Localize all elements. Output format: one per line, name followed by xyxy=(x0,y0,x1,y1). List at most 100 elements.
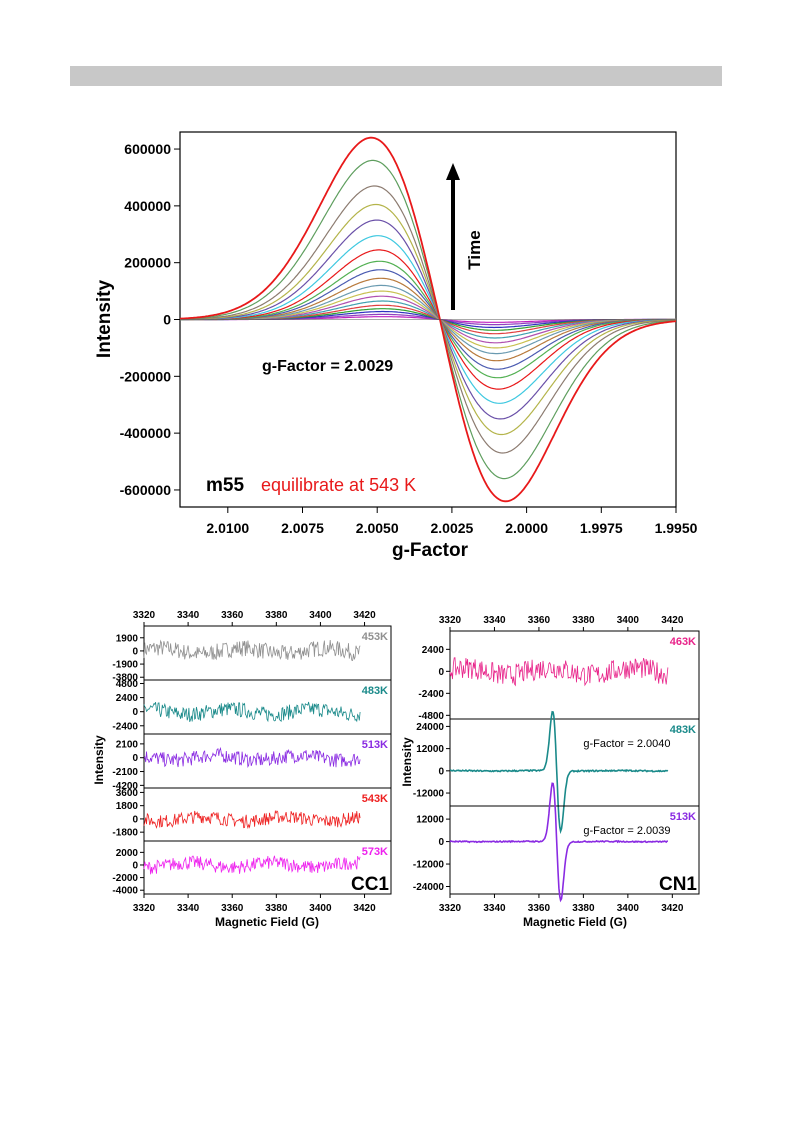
time-arrow-head xyxy=(446,163,460,180)
cc1-x-tick-label: 3420 xyxy=(353,903,376,914)
cn1-y-tick-label: -12000 xyxy=(413,789,445,800)
cc1-y-tick-label: -2000 xyxy=(112,873,138,884)
main-series-line xyxy=(180,203,677,436)
cn1-x-tick-label: 3360 xyxy=(528,903,551,914)
cc1-y-tick-label: -4000 xyxy=(112,886,138,897)
cn1-y-tick-label: 2400 xyxy=(422,645,445,656)
cc1-y-tick-label: 2000 xyxy=(116,848,139,859)
cc1-panel-label: CC1 xyxy=(351,874,389,895)
cn1-x-tick-label: 3400 xyxy=(617,903,640,914)
main-series-line xyxy=(180,260,676,379)
cc1-y-axis-label: Intensity xyxy=(92,735,106,785)
g-factor-annotation: g-Factor = 2.0029 xyxy=(262,358,393,375)
main-series-line xyxy=(179,136,677,503)
cn1-top-tick-label: 3320 xyxy=(439,615,462,626)
cc1-y-tick-label: 1800 xyxy=(116,801,139,812)
cc1-frame xyxy=(143,625,392,895)
cc1-x-tick-label: 3400 xyxy=(309,903,332,914)
cc1-x-axis-label: Magnetic Field (G) xyxy=(215,915,319,929)
cc1-y-tick-label: 4800 xyxy=(116,679,139,690)
main-series-line xyxy=(180,235,676,404)
cn1-y-tick-label: -4800 xyxy=(418,711,444,722)
main-x-axis-label: g-Factor xyxy=(392,540,469,561)
cn1-y-tick-label: 0 xyxy=(438,766,444,777)
cc1-series-line xyxy=(143,701,361,723)
main-y-tick-label: 600000 xyxy=(124,141,171,157)
cc1-y-tick-label: 0 xyxy=(132,814,138,825)
cn1-x-tick-label: 3420 xyxy=(661,903,684,914)
main-y-tick-label: 400000 xyxy=(124,198,171,214)
cc1-top-tick-label: 3360 xyxy=(221,610,244,621)
cc1-content: 3320 3320 3340 3340 3360 3360 3380 3380 3400 3400… xyxy=(112,610,391,914)
cc1-top-tick-label: 3400 xyxy=(309,610,332,621)
cc1-y-tick-label: 0 xyxy=(132,860,138,871)
condition-label: equilibrate at 543 K xyxy=(261,475,416,495)
cc1-top-tick-label: 3420 xyxy=(353,610,376,621)
cc1-y-tick-label: 1900 xyxy=(116,633,139,644)
cc1-x-tick-label: 3340 xyxy=(177,903,200,914)
main-chart: 600000 400000 200000 0 -200000 -400000 -600000… xyxy=(94,131,698,561)
cn1-content: 3320 3320 3340 3340 3360 3360 3380 3380 3400 3400… xyxy=(413,615,699,914)
cn1-series-line xyxy=(449,782,668,903)
cn1-y-tick-label: 12000 xyxy=(416,744,444,755)
cn1-panel-label: CN1 xyxy=(659,874,697,895)
cn1-series-line xyxy=(449,657,669,687)
cn1-series-label: 463K xyxy=(670,636,696,648)
cc1-top-tick-label: 3380 xyxy=(265,610,288,621)
cc1-y-tick-label: -3800 xyxy=(112,673,138,684)
cn1-y-tick-label: -2400 xyxy=(418,689,444,700)
cc1-series-label: 513K xyxy=(362,739,388,751)
cn1-x-tick-label: 3340 xyxy=(483,903,506,914)
cn1-y-tick-label: 0 xyxy=(438,667,444,678)
main-y-axis-label: Intensity xyxy=(94,280,115,359)
cn1-g-annotation: g-Factor = 2.0039 xyxy=(583,825,670,837)
main-series-line xyxy=(180,159,677,480)
cn1-top-tick-label: 3340 xyxy=(483,615,506,626)
main-x-tick-label: 2.0000 xyxy=(505,520,548,536)
main-y-tick-label: 0 xyxy=(163,312,171,328)
cc1-x-tick-label: 3320 xyxy=(133,903,156,914)
main-y-tick-label: 200000 xyxy=(124,255,171,271)
main-series-line xyxy=(179,185,676,454)
cn1-y-axis-label: Intensity xyxy=(400,737,414,787)
cc1-y-tick-label: 3600 xyxy=(116,788,139,799)
cc1-panel: 3320 3320 3340 3340 3360 3360 3380 3380 3400 3400… xyxy=(92,610,392,929)
cn1-x-axis-label: Magnetic Field (G) xyxy=(523,915,627,929)
cc1-top-tick-label: 3320 xyxy=(133,610,156,621)
main-series-line xyxy=(180,269,676,370)
sample-label: m55 xyxy=(206,475,244,496)
cn1-top-tick-label: 3380 xyxy=(572,615,595,626)
cn1-series-label: 483K xyxy=(670,724,696,736)
cc1-y-tick-label: 0 xyxy=(132,707,138,718)
cn1-y-tick-label: 0 xyxy=(438,837,444,848)
cn1-g-annotation: g-Factor = 2.0040 xyxy=(583,738,670,750)
main-series-line xyxy=(180,249,676,390)
cc1-y-tick-label: 2400 xyxy=(116,693,139,704)
main-x-tick-label: 2.0050 xyxy=(356,520,399,536)
cn1-y-tick-label: 12000 xyxy=(416,815,444,826)
main-x-tick-label: 2.0100 xyxy=(206,520,249,536)
cn1-panel: 3320 3320 3340 3340 3360 3360 3380 3380 3400 3400… xyxy=(400,615,700,929)
cc1-series-line xyxy=(143,746,361,769)
cc1-y-tick-label: -2400 xyxy=(112,721,138,732)
cn1-y-tick-label: -12000 xyxy=(413,860,445,871)
main-series-line xyxy=(180,277,677,362)
cc1-series-label: 573K xyxy=(362,846,388,858)
main-series-group xyxy=(179,136,677,503)
main-x-tick-label: 1.9975 xyxy=(580,520,623,536)
cc1-y-tick-label: 2100 xyxy=(116,739,139,750)
cn1-frame xyxy=(449,630,700,895)
main-y-tick-label: -400000 xyxy=(120,425,172,441)
main-x-tick-label: 1.9950 xyxy=(655,520,698,536)
cc1-y-tick-label: 0 xyxy=(132,646,138,657)
cc1-y-tick-label: -1900 xyxy=(112,660,138,671)
main-series-line xyxy=(179,219,676,420)
main-x-tick-label: 2.0075 xyxy=(281,520,324,536)
cn1-top-tick-label: 3420 xyxy=(661,615,684,626)
main-y-tick-label: -600000 xyxy=(120,482,172,498)
cc1-y-tick-label: -2100 xyxy=(112,767,138,778)
cn1-y-tick-label: 24000 xyxy=(416,722,444,733)
main-y-tick-label: -200000 xyxy=(120,368,172,384)
cc1-y-tick-label: -1800 xyxy=(112,828,138,839)
